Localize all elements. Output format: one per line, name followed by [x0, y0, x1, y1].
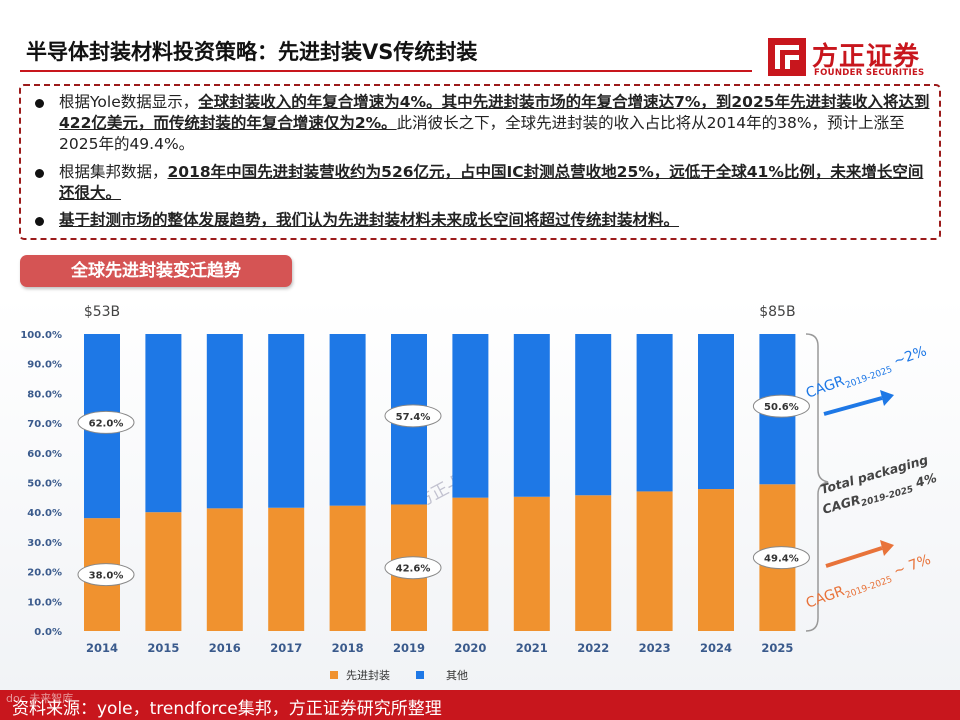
bar-other [698, 334, 734, 490]
legend-label-advanced: 先进封装 [346, 668, 390, 682]
data-label-bubble [77, 410, 135, 434]
y-tick-label: 60.0% [27, 449, 62, 460]
source-note: 资料来源：yole，trendforce集邦，方正证券研究所整理 [12, 699, 442, 719]
data-label-bubble [384, 404, 442, 428]
cagr-period: 2019-2025 [860, 485, 915, 509]
data-label-bubble [77, 563, 135, 587]
cagr-value: ~ 7% [887, 552, 933, 582]
bar-advanced-packaging [513, 496, 550, 631]
x-tick-label: 2018 [332, 641, 364, 655]
logo-english-name: FOUNDER SECURITIES [814, 68, 925, 78]
y-tick-label: 40.0% [27, 508, 62, 519]
cagr-adv-annotation: CAGR2019-2025 ~ 7% [804, 552, 934, 615]
x-tick-label: 2015 [147, 641, 179, 655]
bar-advanced-packaging [329, 505, 366, 631]
x-tick-label: 2014 [86, 641, 118, 655]
cagr-other-arrowhead [880, 390, 894, 406]
bullet-text-bold: 2018年中国先进封装营收约为526亿元，占中国IC封测总营收地25%，远低于全… [59, 163, 924, 202]
y-tick-label: 70.0% [27, 419, 62, 430]
bar-other [452, 334, 489, 498]
bar-advanced-packaging [452, 497, 489, 631]
bar-advanced-packaging [636, 491, 673, 631]
bullet-text-bold: 全球封装收入的年复合增速为4%。其中先进封装市场的年复合增速达7%，到2025年… [59, 93, 930, 132]
footer-bar [0, 690, 960, 720]
founder-logo-icon [768, 38, 806, 76]
bullet-text-plain: 根据集邦数据， [59, 163, 168, 181]
cagr-period: 2019-2025 [844, 575, 894, 601]
x-tick-label: 2023 [639, 641, 671, 655]
cagr-adv-arrow [825, 546, 883, 568]
title-divider [20, 70, 752, 72]
bar-other [513, 334, 550, 497]
y-tick-label: 50.0% [27, 479, 62, 490]
cagr-other-arrow [823, 396, 883, 416]
x-tick-label: 2019 [393, 641, 425, 655]
cagr-adv-arrowhead [880, 540, 894, 556]
bar-advanced-packaging [698, 489, 734, 631]
x-tick-label: 2016 [209, 641, 241, 655]
bullet-dot-icon [35, 169, 44, 178]
data-label: 42.6% [396, 564, 431, 575]
corner-watermark: doc 未来智库 [6, 692, 74, 705]
y-tick-label: 0.0% [34, 627, 62, 638]
page-title: 半导体封装材料投资策略：先进封装VS传统封装 [26, 40, 478, 64]
summary-box: 根据Yole数据显示，全球封装收入的年复合增速为4%。其中先进封装市场的年复合增… [19, 84, 941, 240]
company-logo: 方正证券 FOUNDER SECURITIES [768, 36, 943, 82]
bar-other [636, 334, 673, 492]
data-label: 38.0% [89, 571, 124, 582]
data-label: 50.6% [764, 402, 799, 413]
bar-advanced-packaging [575, 495, 612, 631]
summary-bullet: 根据Yole数据显示，全球封装收入的年复合增速为4%。其中先进封装市场的年复合增… [35, 92, 930, 155]
bullet-dot-icon [35, 217, 44, 226]
cagr-label: CAGR [804, 583, 847, 612]
chart-section-tag: 全球先进封装变迁趋势 [20, 255, 292, 287]
bullet-text-tail: 此消彼长之下，全球先进封装的收入占比将从2014年的38%，预计上涨至2025年… [59, 114, 905, 153]
cagr-value: ~2% [887, 343, 929, 371]
x-tick-label: 2025 [761, 641, 793, 655]
data-label: 57.4% [396, 412, 431, 423]
y-tick-label: 30.0% [27, 538, 62, 549]
bullet-text-bold: 基于封测市场的整体发展趋势，我们认为先进封装材料未来成长空间将超过传统封装材料。 [59, 211, 680, 229]
bar-advanced-packaging [268, 507, 305, 631]
stacked-bar-chart: 方正-陈杭 0.0%10.0%20.0%30.0%40.0%50.0%60.0%… [20, 304, 939, 682]
bar-other [268, 334, 305, 508]
x-tick-label: 2021 [516, 641, 548, 655]
y-tick-label: 90.0% [27, 360, 62, 371]
cagr-other-annotation: CAGR2019-2025 ~2% [804, 343, 930, 404]
bar-other [206, 334, 243, 509]
bar-other [575, 334, 612, 496]
total-brace [805, 333, 829, 632]
summary-bullet: 基于封测市场的整体发展趋势，我们认为先进封装材料未来成长空间将超过传统封装材料。 [35, 210, 930, 231]
cagr-period: 2019-2025 [844, 365, 894, 391]
x-tick-label: 2017 [270, 641, 302, 655]
y-tick-label: 10.0% [27, 597, 62, 608]
data-label-bubble [752, 546, 810, 570]
x-tick-label: 2022 [577, 641, 609, 655]
summary-bullet: 根据集邦数据，2018年中国先进封装营收约为526亿元，占中国IC封测总营收地2… [35, 162, 930, 204]
legend-swatch-advanced [330, 671, 338, 679]
legend-label-other: 其他 [446, 669, 468, 682]
bar-advanced-packaging [206, 508, 243, 631]
bar-other [145, 334, 182, 513]
data-label-bubble [752, 394, 810, 418]
total-value-label: $85B [759, 304, 795, 320]
cagr-label: CAGR [804, 373, 847, 402]
data-label: 49.4% [764, 554, 799, 565]
bullet-text-plain: 根据Yole数据显示， [59, 93, 199, 111]
x-tick-label: 2020 [454, 641, 486, 655]
logo-chinese-name: 方正证券 [812, 42, 921, 72]
y-tick-label: 100.0% [20, 330, 62, 341]
y-tick-label: 80.0% [27, 389, 62, 400]
data-label: 62.0% [89, 418, 124, 429]
bar-advanced-packaging [145, 512, 182, 631]
bullet-dot-icon [35, 99, 44, 108]
y-tick-label: 20.0% [27, 568, 62, 579]
legend-swatch-other [416, 671, 424, 679]
data-label-bubble [384, 556, 442, 580]
x-tick-label: 2024 [700, 641, 732, 655]
cagr-value: 4% [910, 470, 939, 491]
bar-other [329, 334, 366, 506]
total-value-label: $53B [84, 304, 120, 320]
